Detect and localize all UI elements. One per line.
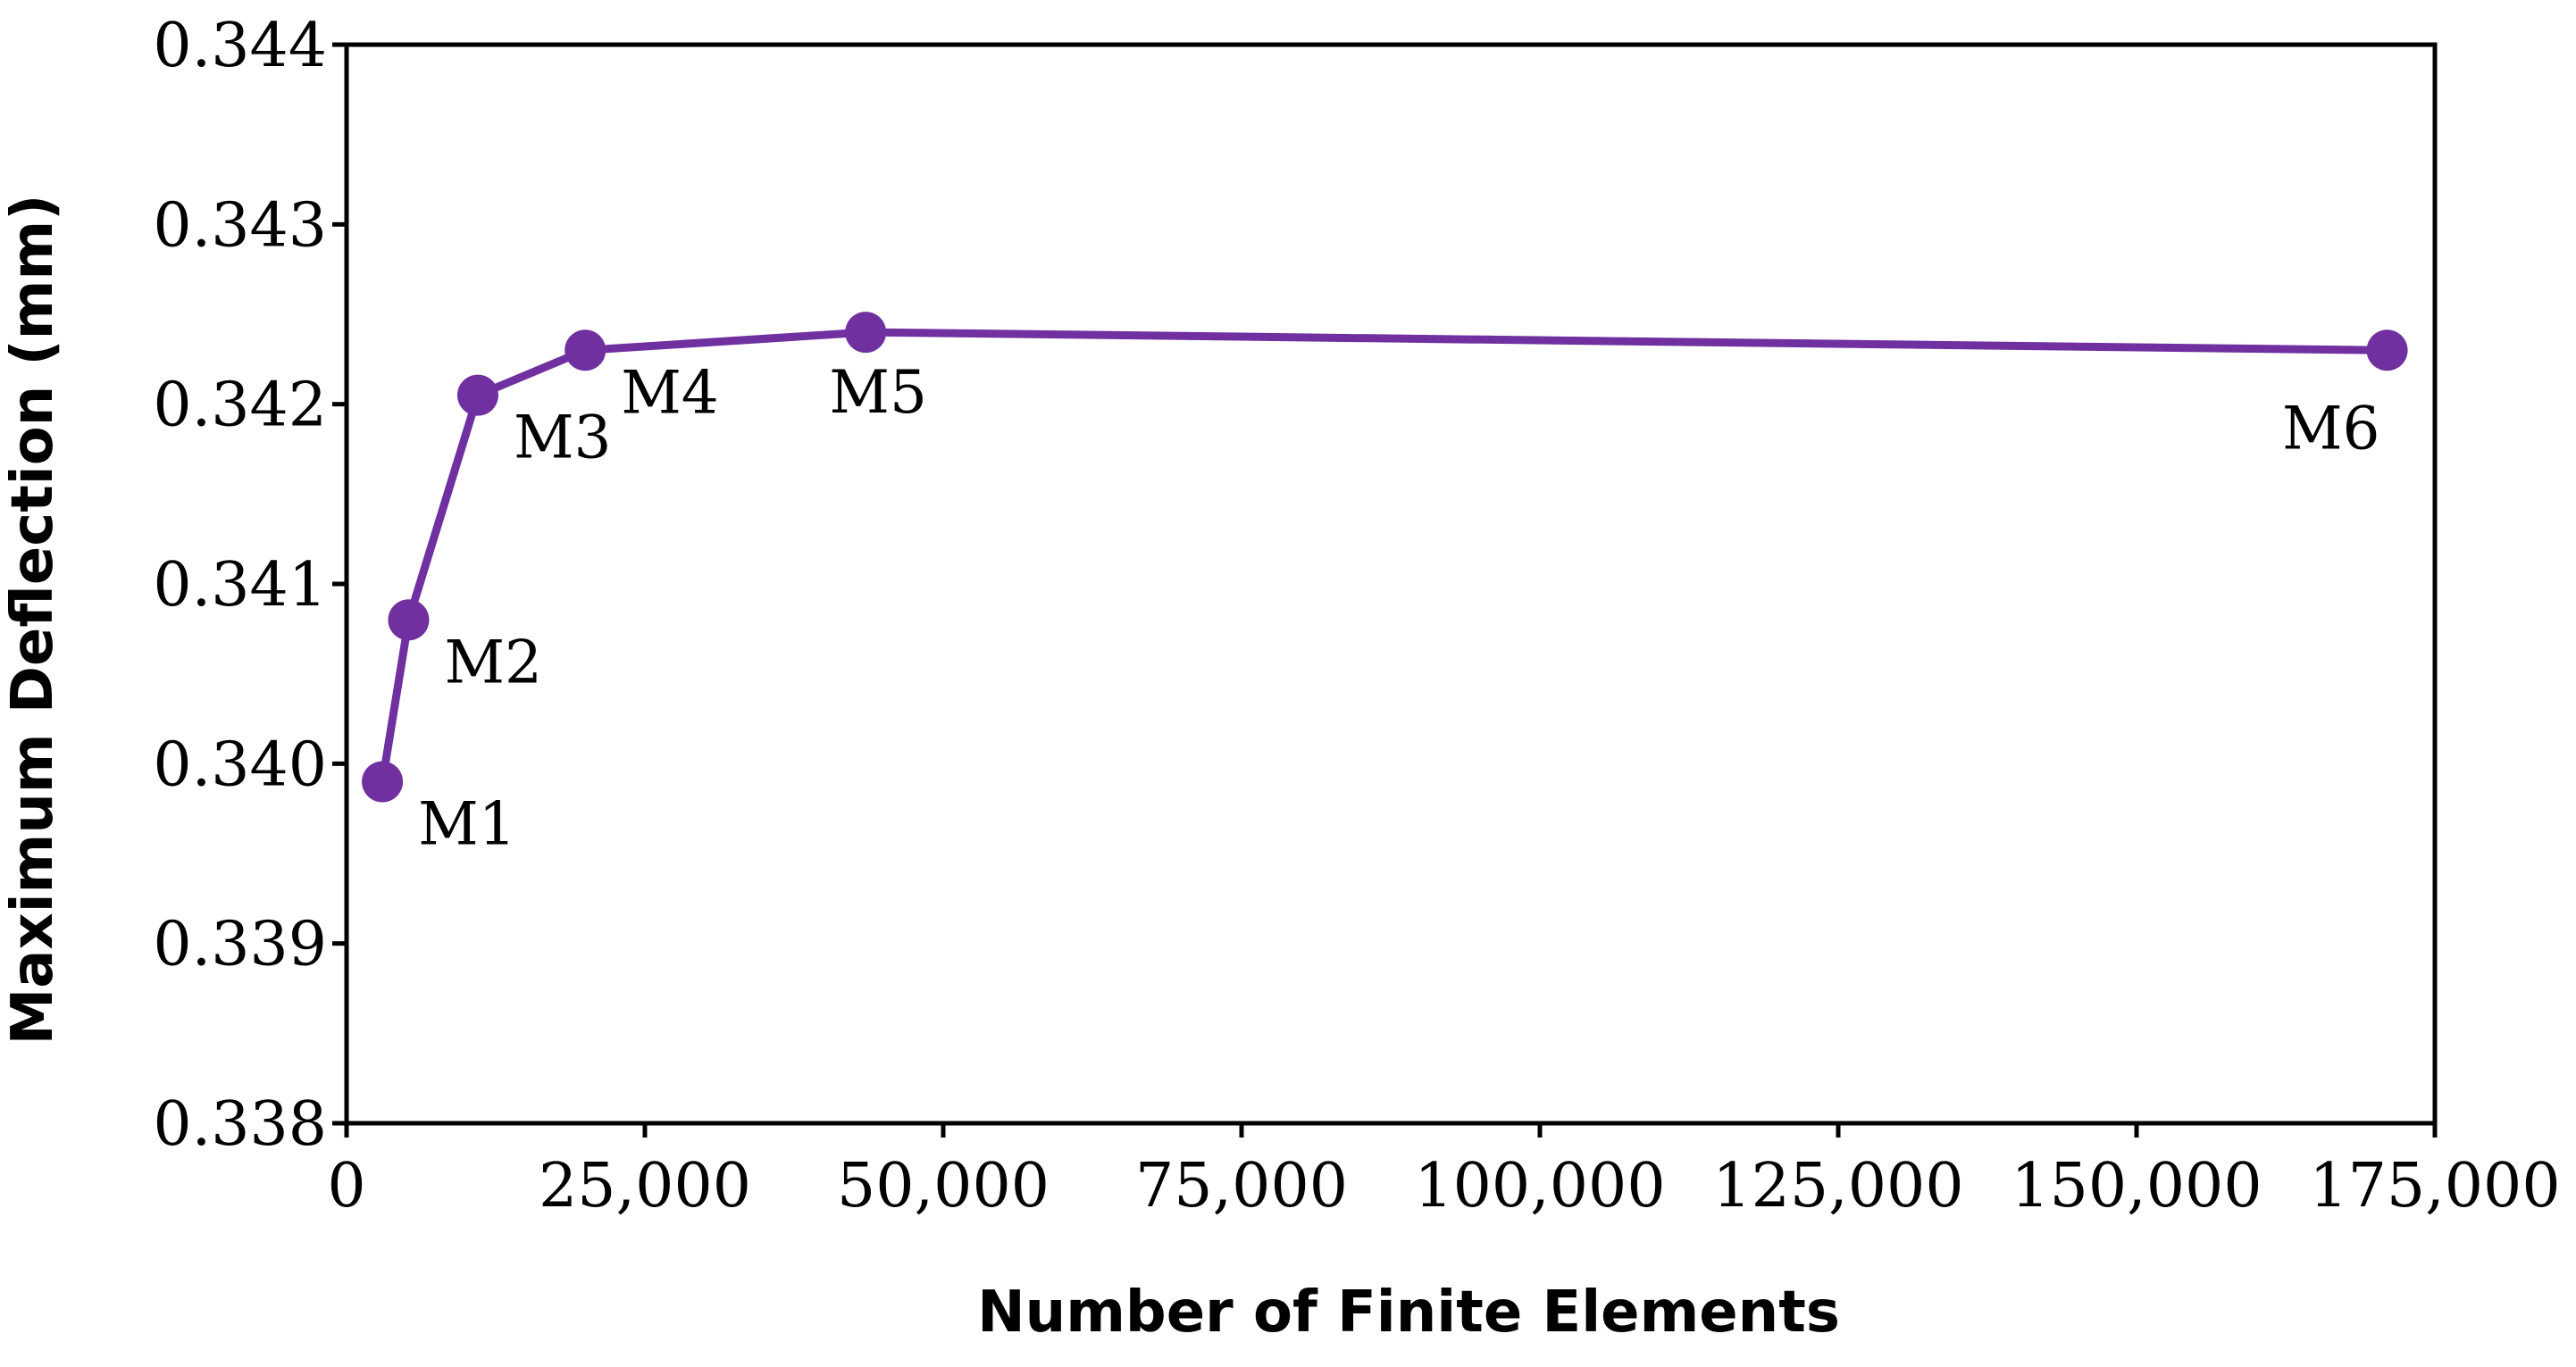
- x-tick-label: 175,000: [2309, 1151, 2560, 1221]
- x-tick-label: 25,000: [539, 1151, 751, 1221]
- y-tick-label: 0.344: [153, 11, 327, 81]
- y-tick-label: 0.338: [153, 1089, 327, 1160]
- data-point: [388, 599, 430, 641]
- x-axis-title: Number of Finite Elements: [977, 1279, 1840, 1346]
- x-tick-label: 50,000: [837, 1151, 1050, 1221]
- data-point: [456, 374, 498, 416]
- data-point: [2366, 329, 2408, 371]
- data-point-label: M6: [2282, 394, 2380, 463]
- y-tick-label: 0.342: [153, 371, 327, 441]
- data-point: [565, 329, 606, 371]
- x-tick-label: 75,000: [1135, 1151, 1348, 1221]
- data-point-label: M3: [514, 404, 612, 472]
- plot-area-frame: [344, 42, 2438, 1126]
- series-line: [378, 328, 2388, 783]
- x-tick-label: 150,000: [2011, 1151, 2262, 1221]
- y-axis-title: Maximum Deflection (mm): [0, 195, 66, 1046]
- data-point-label: M5: [829, 358, 927, 427]
- y-tick-label: 0.340: [153, 729, 327, 800]
- data-point: [845, 312, 887, 354]
- data-point-label: M2: [444, 628, 542, 696]
- y-tick-label: 0.341: [153, 550, 327, 621]
- data-point-label: M1: [418, 789, 516, 858]
- x-tick-label: 125,000: [1712, 1151, 1963, 1221]
- x-axis-ticks: 0 25,000 50,000 75,000 100,000 125,000 150,000…: [327, 1123, 2561, 1221]
- y-axis-ticks: 0.338 0.339 0.340 0.341 0.342 0.343 0.344: [153, 11, 347, 1160]
- data-point-label: M4: [621, 358, 719, 427]
- x-tick-label: 100,000: [1414, 1151, 1665, 1221]
- data-point: [362, 761, 404, 803]
- x-tick-label: 0: [327, 1151, 365, 1221]
- y-tick-label: 0.339: [153, 910, 327, 980]
- y-tick-label: 0.343: [153, 190, 327, 261]
